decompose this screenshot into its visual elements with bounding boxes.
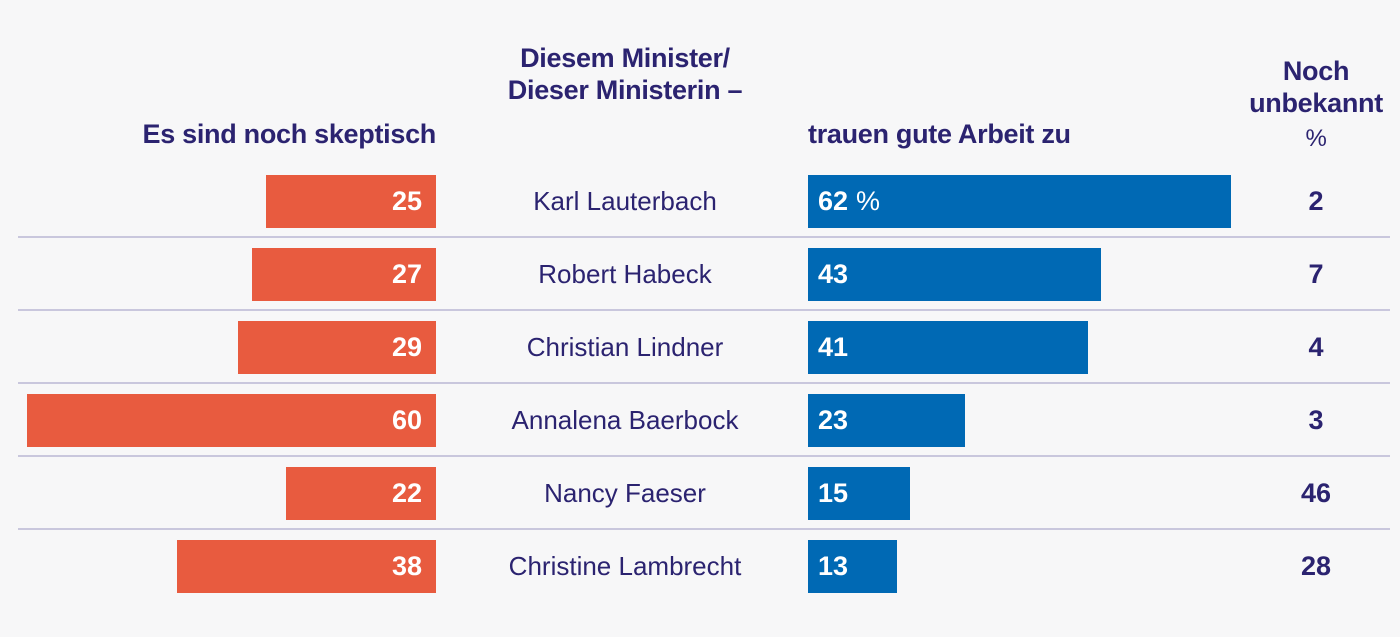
trust-bar — [808, 321, 1088, 374]
trust-bar — [808, 467, 911, 520]
skeptical-value: 27 — [391, 259, 422, 289]
skeptical-value: 38 — [391, 551, 422, 581]
trust-value-number: 62 — [818, 186, 849, 216]
trust-bar — [808, 175, 1231, 228]
trust-value: 13 — [818, 540, 848, 593]
unknown-value: 28 — [1300, 551, 1332, 581]
row-separator — [18, 455, 1390, 457]
trust-value: 15 — [818, 467, 848, 520]
row-separator — [18, 236, 1390, 238]
row-separator — [18, 528, 1390, 530]
unknown-value: 2 — [1308, 186, 1324, 216]
header-trust: trauen gute Arbeit zu — [808, 119, 1071, 149]
header-unknown-unit: % — [1305, 125, 1327, 152]
skeptical-bar — [285, 467, 436, 520]
skeptical-value: 22 — [391, 478, 422, 508]
minister-name: Nancy Faeser — [544, 478, 706, 508]
row-separator — [18, 382, 1390, 384]
trust-value-number: 23 — [818, 405, 849, 435]
trust-value: 43 — [818, 248, 848, 301]
trust-value-number: 15 — [818, 478, 849, 508]
header-minister-line1: Diesem Minister/ — [520, 43, 730, 73]
minister-name: Christian Lindner — [526, 332, 724, 362]
skeptical-bar — [251, 248, 436, 301]
skeptical-bar — [176, 540, 436, 593]
row-separator — [18, 309, 1390, 311]
trust-bar — [808, 540, 897, 593]
unknown-value: 46 — [1300, 478, 1332, 508]
skeptical-value: 60 — [391, 405, 422, 435]
trust-value-number: 13 — [818, 551, 849, 581]
unknown-value: 4 — [1308, 332, 1324, 362]
header-minister: Diesem Minister/ Dieser Ministerin – — [440, 42, 810, 106]
trust-value: 41 — [818, 321, 848, 374]
unknown-value: 3 — [1308, 405, 1324, 435]
trust-value: 62% — [818, 175, 880, 228]
trust-bar — [808, 248, 1102, 301]
trust-value: 23 — [818, 394, 848, 447]
skeptical-value: 25 — [391, 186, 422, 216]
header-unknown: Noch unbekannt % — [1236, 55, 1396, 155]
skeptical-bar — [265, 175, 436, 228]
header-unknown-line2: unbekannt — [1249, 88, 1383, 118]
minister-name: Christine Lambrecht — [508, 551, 742, 581]
skeptical-value: 29 — [391, 332, 422, 362]
minister-name: Karl Lauterbach — [533, 186, 717, 216]
minister-name: Robert Habeck — [538, 259, 712, 289]
trust-bar — [808, 394, 965, 447]
minister-name: Annalena Baerbock — [511, 405, 739, 435]
unknown-value: 7 — [1308, 259, 1324, 289]
header-unknown-line1: Noch — [1282, 56, 1350, 86]
trust-value-number: 43 — [818, 259, 849, 289]
header-skeptical: Es sind noch skeptisch — [142, 119, 437, 149]
trust-value-unit: % — [856, 186, 881, 216]
skeptical-bar — [26, 394, 436, 447]
header-minister-line2: Dieser Ministerin – — [507, 75, 743, 105]
trust-value-number: 41 — [818, 332, 849, 362]
skeptical-bar — [238, 321, 436, 374]
